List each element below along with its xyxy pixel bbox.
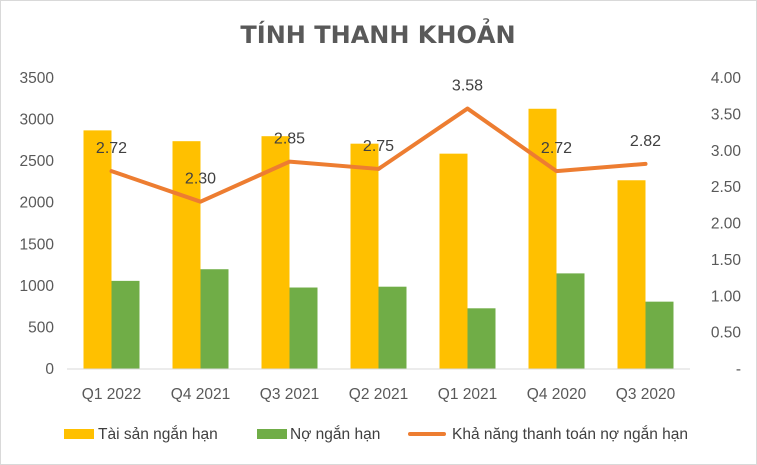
x-tick-label: Q4 2020 (527, 386, 587, 403)
legend-marker-0 (64, 429, 94, 439)
line-data-label-3: 2.75 (363, 138, 394, 155)
bar-no-ngan-han-3 (378, 286, 407, 369)
right-tick-label: - (736, 361, 741, 378)
line-data-label-1: 2.30 (185, 171, 216, 188)
right-axis-ticks: - 0.50 1.00 1.50 2.00 2.50 3.00 3.50 4.00 (711, 70, 742, 378)
left-axis-ticks: 0 500 1000 1500 2000 2500 3000 3500 (20, 70, 55, 378)
line-data-label-5: 2.72 (541, 140, 572, 157)
x-tick-label: Q3 2020 (616, 386, 676, 403)
x-tick-label: Q4 2021 (171, 386, 230, 403)
bar-no-ngan-han-0 (111, 280, 140, 369)
line-data-label-4: 3.58 (452, 78, 483, 95)
bar-tai-san-ngan-han-6 (617, 180, 646, 369)
bar-tai-san-ngan-han-4 (439, 153, 468, 369)
left-tick-label: 1000 (20, 278, 55, 295)
line-layer: 2.72 2.30 2.85 2.75 3.58 2.72 2.82 (96, 78, 661, 204)
bar-tai-san-ngan-han-5 (528, 108, 557, 370)
bar-no-ngan-han-1 (200, 269, 229, 369)
line-data-label-0: 2.72 (96, 140, 127, 157)
bar-no-ngan-han-2 (289, 287, 318, 369)
legend-label-2: Khả năng thanh toán nợ ngắn hạn (452, 426, 688, 443)
bar-no-ngan-han-4 (467, 308, 496, 369)
legend-label-1: Nợ ngắn hạn (290, 426, 380, 443)
left-tick-label: 3000 (20, 112, 55, 129)
bar-tai-san-ngan-han-3 (350, 143, 379, 369)
x-axis-ticks: Q1 2022 Q4 2021 Q3 2021 Q2 2021 Q1 2021 Q4 20… (82, 386, 676, 403)
right-tick-label: 0.50 (711, 325, 742, 342)
x-tick-label: Q2 2021 (349, 386, 408, 403)
bar-no-ngan-han-6 (645, 301, 674, 369)
left-tick-label: 0 (45, 361, 54, 378)
line-data-label-2: 2.85 (274, 131, 305, 148)
legend: Tài sản ngắn hạn Nợ ngắn hạn Khả năng than… (64, 426, 688, 443)
legend-marker-1 (257, 429, 287, 439)
right-tick-label: 1.50 (711, 252, 742, 269)
left-tick-label: 500 (28, 319, 54, 336)
chart-title: TÍNH THANH KHOẢN (240, 16, 515, 49)
x-tick-label: Q1 2022 (82, 386, 141, 403)
x-tick-label: Q3 2021 (260, 386, 319, 403)
x-tick-label: Q1 2021 (438, 386, 497, 403)
bars-layer (83, 108, 674, 370)
bar-tai-san-ngan-han-1 (172, 141, 201, 369)
line-kha-nang-thanh-toan (109, 106, 648, 204)
right-tick-label: 2.50 (711, 179, 742, 196)
left-tick-label: 2500 (20, 153, 55, 170)
left-tick-label: 2000 (20, 195, 55, 212)
right-tick-label: 2.00 (711, 216, 742, 233)
right-tick-label: 3.00 (711, 143, 742, 160)
right-tick-label: 1.00 (711, 288, 742, 305)
legend-label-0: Tài sản ngắn hạn (98, 426, 218, 443)
bar-no-ngan-han-5 (556, 273, 585, 369)
bar-tai-san-ngan-han-2 (261, 136, 290, 369)
right-tick-label: 3.50 (711, 106, 742, 123)
bar-tai-san-ngan-han-0 (83, 130, 112, 369)
line-data-label-6: 2.82 (630, 133, 661, 150)
right-tick-label: 4.00 (711, 70, 742, 87)
left-tick-label: 3500 (20, 70, 55, 87)
left-tick-label: 1500 (20, 236, 55, 253)
